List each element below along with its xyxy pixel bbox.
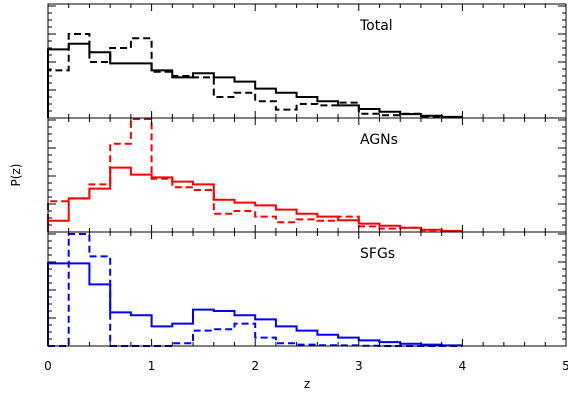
panel-frame [47,3,567,119]
y-axis-label: P(z) [9,164,23,187]
panel-label-total: Total [359,18,393,34]
panel-sfgs: SFGs [47,231,567,347]
panel-agns: AGNs [47,117,567,233]
panel-label-agns: AGNs [360,132,398,148]
series-agns-solid [47,166,463,232]
panel-total: Total [47,3,567,119]
x-axis-ticks: 0 1 2 3 4 5 [44,359,568,373]
x-tick-label: 4 [459,359,467,373]
series-total-dashed [47,33,463,119]
series-sfgs-solid [47,262,463,347]
x-axis-label: z [304,377,310,391]
x-tick-label: 5 [562,359,568,373]
panel-frame [47,117,567,233]
panel-label-sfgs: SFGs [360,246,395,262]
x-tick-label: 0 [44,359,52,373]
x-tick-label: 3 [355,359,363,373]
x-tick-label: 1 [148,359,156,373]
panel-frame [47,231,567,347]
panels-group: Total AGNs SFGs [47,3,567,347]
series-agns-dashed [47,118,463,233]
x-tick-label: 2 [251,359,259,373]
